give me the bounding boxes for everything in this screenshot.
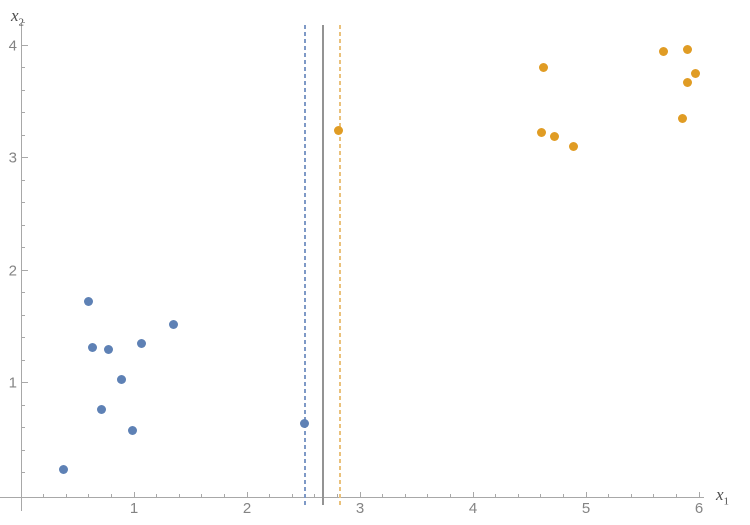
y-minor-tick bbox=[21, 314, 25, 316]
class-orange-point bbox=[691, 68, 701, 78]
x-minor-tick bbox=[336, 493, 338, 497]
x-minor-tick bbox=[517, 493, 519, 497]
class-blue-point bbox=[300, 418, 310, 428]
y-minor-tick bbox=[21, 247, 25, 248]
x-minor-tick bbox=[269, 493, 271, 497]
y-minor-tick bbox=[21, 427, 25, 428]
x-minor-tick bbox=[562, 493, 564, 497]
class-blue-point bbox=[96, 405, 106, 414]
class-orange-point bbox=[537, 128, 547, 138]
y-minor-tick bbox=[21, 337, 25, 338]
x-minor-tick bbox=[495, 493, 497, 497]
x-minor-tick bbox=[675, 493, 677, 497]
x-major-tick bbox=[698, 491, 700, 497]
y-axis-label: x2 bbox=[11, 7, 24, 28]
y-minor-tick bbox=[21, 67, 25, 68]
x-minor-tick bbox=[630, 493, 632, 497]
y-minor-tick bbox=[21, 134, 25, 136]
y-tick-label: 1 bbox=[8, 374, 17, 392]
x-major-tick bbox=[246, 491, 248, 497]
class-orange-point bbox=[538, 63, 548, 72]
x-minor-tick bbox=[291, 493, 293, 497]
x-minor-tick bbox=[653, 493, 655, 497]
x-minor-tick bbox=[201, 493, 203, 497]
x-tick-label: 1 bbox=[129, 500, 139, 517]
y-axis-line bbox=[21, 23, 22, 511]
class-blue-point bbox=[84, 297, 94, 306]
x-major-tick bbox=[133, 491, 135, 497]
y-minor-tick bbox=[21, 359, 25, 361]
x-minor-tick bbox=[223, 493, 225, 497]
y-minor-tick bbox=[21, 22, 25, 23]
x-axis-line bbox=[0, 497, 704, 498]
y-major-tick bbox=[21, 269, 28, 271]
class-blue-point bbox=[103, 345, 113, 355]
y-major-tick bbox=[21, 44, 28, 46]
x-axis-label: x1 bbox=[716, 486, 729, 507]
y-minor-tick bbox=[21, 449, 25, 451]
y-tick-label: 4 bbox=[8, 37, 17, 54]
margin-orange-line bbox=[338, 25, 341, 505]
decision-boundary-line bbox=[321, 25, 324, 505]
class-orange-point bbox=[549, 131, 559, 141]
x-minor-tick bbox=[178, 493, 180, 497]
x-minor-tick bbox=[88, 493, 90, 497]
x-major-tick bbox=[472, 491, 474, 497]
y-tick-label: 3 bbox=[8, 149, 17, 167]
x-minor-tick bbox=[43, 493, 45, 497]
x-minor-tick bbox=[427, 493, 429, 497]
y-tick-label: 2 bbox=[8, 262, 17, 279]
y-minor-tick bbox=[21, 224, 25, 226]
class-orange-point bbox=[569, 141, 579, 151]
class-blue-point bbox=[169, 319, 179, 329]
class-orange-point bbox=[683, 77, 693, 87]
class-orange-point bbox=[659, 47, 669, 57]
x-tick-label: 6 bbox=[694, 500, 704, 517]
x-axis-label-base: x bbox=[716, 485, 724, 504]
x-tick-label: 5 bbox=[581, 500, 591, 517]
x-minor-tick bbox=[404, 493, 406, 497]
x-minor-tick bbox=[382, 493, 384, 497]
class-orange-point bbox=[677, 113, 687, 123]
y-axis-label-base: x bbox=[11, 6, 19, 25]
y-minor-tick bbox=[21, 292, 25, 293]
x-minor-tick bbox=[65, 493, 67, 497]
y-major-tick bbox=[21, 157, 28, 158]
x-major-tick bbox=[359, 491, 361, 497]
x-minor-tick bbox=[540, 493, 542, 497]
class-blue-point bbox=[59, 464, 69, 474]
y-minor-tick bbox=[21, 112, 25, 113]
x-minor-tick bbox=[608, 493, 610, 497]
x-minor-tick bbox=[314, 493, 316, 497]
class-blue-point bbox=[128, 426, 138, 436]
x-tick-label: 4 bbox=[468, 500, 478, 517]
y-major-tick bbox=[21, 382, 28, 383]
y-minor-tick bbox=[21, 472, 25, 473]
y-axis-label-sub: 2 bbox=[18, 16, 25, 29]
y-minor-tick bbox=[21, 179, 25, 181]
x-axis-label-sub: 1 bbox=[723, 495, 730, 508]
class-orange-point bbox=[334, 126, 344, 135]
y-minor-tick bbox=[21, 89, 25, 91]
y-minor-tick bbox=[21, 404, 25, 406]
x-tick-label: 3 bbox=[355, 500, 365, 517]
margin-blue-line bbox=[303, 25, 306, 505]
x-tick-label: 2 bbox=[242, 500, 252, 517]
class-blue-point bbox=[117, 374, 127, 384]
x-minor-tick bbox=[449, 493, 451, 497]
class-blue-point bbox=[137, 338, 147, 348]
class-orange-point bbox=[683, 45, 693, 54]
x-minor-tick bbox=[156, 493, 158, 497]
class-blue-point bbox=[87, 343, 97, 353]
x-minor-tick bbox=[110, 493, 112, 497]
x-major-tick bbox=[585, 491, 587, 497]
y-minor-tick bbox=[21, 202, 25, 203]
